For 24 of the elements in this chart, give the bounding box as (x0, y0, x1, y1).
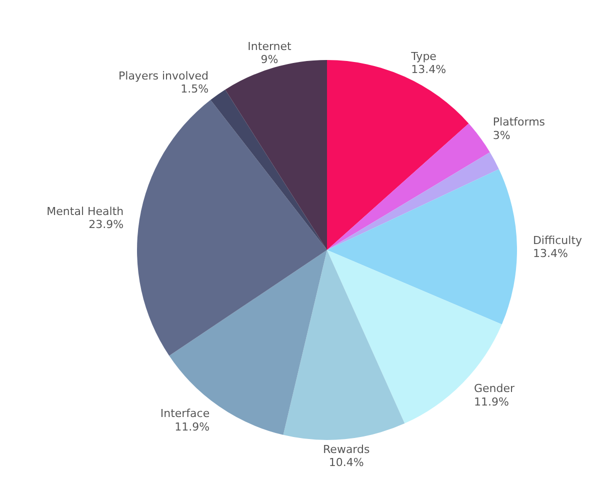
slice-label: Gender (474, 382, 516, 396)
pie-slice (283, 250, 405, 440)
slice-label: Type (410, 50, 437, 63)
slice-label: Mental Health (46, 204, 124, 218)
pie-slice (137, 100, 327, 356)
data-label: 9% (260, 53, 278, 66)
slice-label: Rewards (323, 442, 370, 456)
data-label: 10.4% (328, 456, 364, 470)
data-label: 11.9% (174, 420, 210, 434)
data-label: 23.9% (88, 218, 124, 232)
pie-slice (210, 90, 327, 250)
slice-label: Players involved (118, 69, 209, 82)
pie-slice (327, 152, 499, 250)
data-label: 1.5% (180, 82, 209, 96)
slice-label: Difficulty (532, 234, 583, 247)
slice-label: Platforms (492, 116, 546, 129)
data-label: 11.9% (474, 395, 509, 408)
data-label: 3% (492, 128, 510, 142)
slice-label: Internet (248, 40, 292, 53)
pie-slice (327, 123, 490, 250)
pie-slice (327, 169, 517, 324)
data-label: 13.4% (532, 247, 568, 260)
slice-label: Interface (160, 407, 210, 420)
data-label: 13.4% (411, 62, 446, 76)
